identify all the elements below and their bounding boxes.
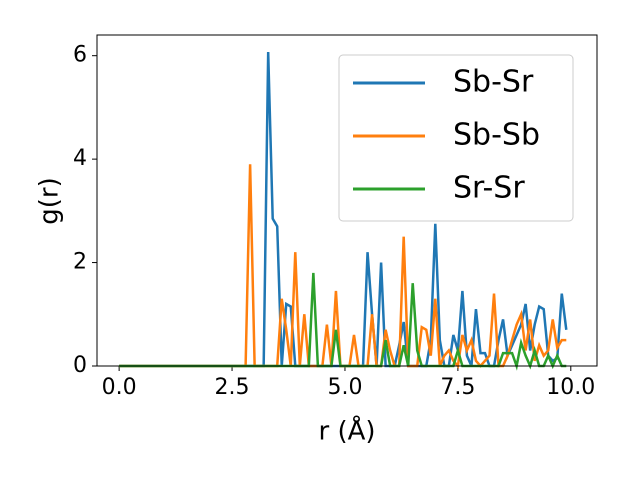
x-tick-label: 0.0 [102, 375, 137, 400]
x-tick-label: 7.5 [440, 375, 475, 400]
legend-label: Sr-Sr [453, 171, 525, 206]
y-tick-label: 4 [73, 146, 87, 171]
x-tick-label: 2.5 [215, 375, 250, 400]
plot-frame [96, 34, 598, 367]
x-tick-label: 10.0 [546, 375, 595, 400]
legend-label: Sb-Sr [453, 65, 534, 100]
x-axis-label: r (Å) [318, 415, 375, 447]
y-tick-label: 6 [73, 43, 87, 68]
legend-box [338, 54, 574, 222]
x-tick-label: 5.0 [327, 375, 362, 400]
data-line [119, 272, 567, 371]
y-axis-label: g(r) [35, 177, 65, 224]
y-tick-label: 0 [73, 353, 87, 378]
y-tick-label: 2 [73, 250, 87, 275]
legend-label: Sb-Sb [453, 118, 540, 153]
